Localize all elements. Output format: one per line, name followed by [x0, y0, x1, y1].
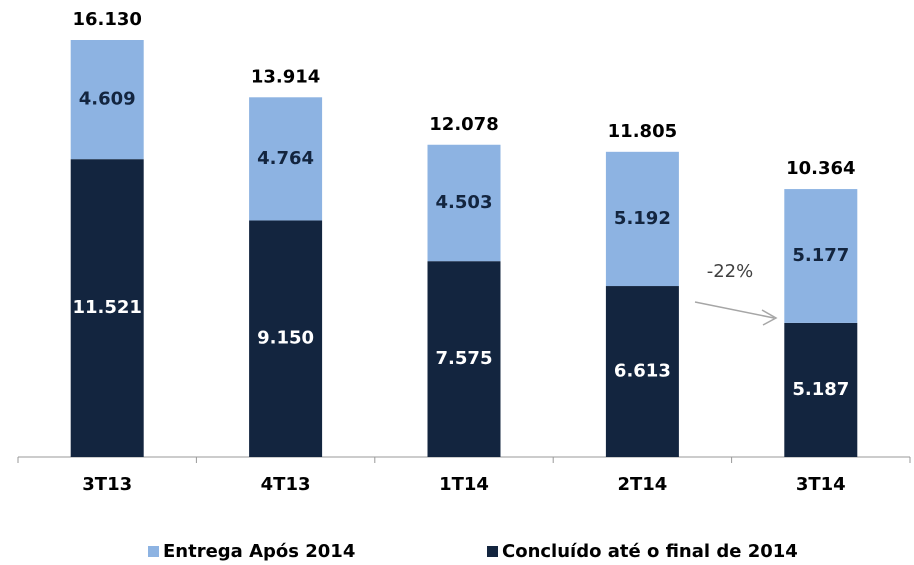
- bar-segment: [784, 322, 858, 457]
- value-label: 5.192: [614, 208, 671, 229]
- bar-segment: [70, 159, 144, 457]
- legend-swatch: [487, 546, 498, 557]
- total-label: 11.805: [608, 121, 677, 142]
- legend-label: Concluído até o final de 2014: [502, 541, 798, 562]
- arrow-head: [761, 309, 778, 326]
- total-label: 12.078: [429, 114, 498, 135]
- value-label: 4.503: [436, 192, 493, 213]
- arrow: [694, 301, 775, 319]
- value-label: 9.150: [257, 328, 314, 349]
- value-label: 4.609: [79, 89, 136, 110]
- x-tick-label: 1T14: [439, 474, 489, 495]
- x-tick-label: 2T14: [617, 474, 667, 495]
- x-tick-label: 4T13: [261, 474, 311, 495]
- bar-segment: [427, 144, 501, 262]
- total-label: 10.364: [786, 158, 855, 179]
- bar-segment: [249, 97, 323, 221]
- bar-segment: [249, 220, 323, 457]
- value-label: 7.575: [436, 348, 493, 369]
- value-label: 5.177: [792, 245, 849, 266]
- bar-segment: [605, 151, 679, 287]
- bar-segment: [70, 40, 144, 160]
- x-tick-label: 3T14: [796, 474, 846, 495]
- value-label: 11.521: [72, 297, 141, 318]
- x-tick-label: 3T13: [82, 474, 132, 495]
- bar-segment: [605, 286, 679, 457]
- bar-segment: [427, 261, 501, 457]
- bar-segment: [784, 189, 858, 323]
- value-label: 6.613: [614, 361, 671, 382]
- legend-swatch: [148, 546, 159, 557]
- annotation: -22%: [707, 261, 754, 282]
- value-label: 4.764: [257, 148, 314, 169]
- legend-label: Entrega Após 2014: [163, 541, 355, 562]
- total-label: 16.130: [72, 9, 141, 30]
- total-label: 13.914: [251, 66, 320, 87]
- value-label: 5.187: [792, 379, 849, 400]
